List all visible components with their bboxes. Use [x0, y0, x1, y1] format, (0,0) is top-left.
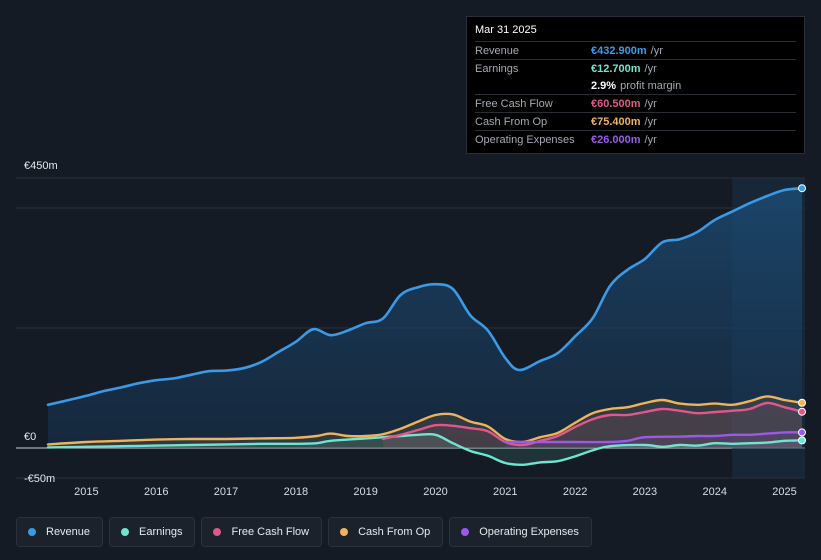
tooltip-rows: Revenue €432.900m/yr Earnings €12.700m/yr 2.… [475, 41, 796, 148]
x-tick-label: 2022 [563, 486, 587, 498]
series-line-free-cash-flow [381, 401, 804, 447]
series-end-marker [798, 407, 806, 416]
tooltip-row-value: 2.9% [591, 79, 617, 92]
series-area-revenue [48, 188, 802, 448]
tooltip-row-label: Revenue [475, 44, 520, 57]
tooltip-panel: Mar 31 2025 Revenue €432.900m/yr Earnings €… [466, 16, 805, 154]
legend-dot-icon [213, 528, 222, 536]
legend-label: Free Cash Flow [231, 526, 310, 538]
y-axis-labels: €450m €0 -€50m [24, 160, 58, 485]
series-area-earnings [48, 434, 802, 465]
series-end-marker [798, 184, 806, 193]
tooltip-row-value: €75.400m [591, 115, 641, 128]
tooltip-row-value: €60.500m [591, 97, 641, 110]
y-tick-label: €0 [24, 431, 36, 443]
x-tick-label: 2016 [144, 486, 168, 498]
tooltip-row-label: Earnings [475, 62, 519, 75]
tooltip-row: Revenue €432.900m/yr [475, 41, 796, 59]
x-tick-label: 2024 [702, 486, 726, 498]
legend-dot-icon [121, 528, 130, 536]
tooltip-row-unit: /yr [644, 133, 657, 146]
series-line-revenue [46, 186, 804, 407]
tooltip-row-unit: /yr [644, 62, 657, 75]
legend-dot-icon [461, 528, 470, 536]
legend-dot-icon [340, 528, 349, 536]
series-end-marker [798, 398, 806, 407]
tooltip-row: Operating Expenses €26.000m/yr [475, 130, 796, 148]
x-tick-label: 2021 [493, 486, 517, 498]
tooltip-row: 2.9% profit margin [475, 77, 796, 94]
legend-label: Cash From Op [358, 526, 431, 538]
x-tick-label: 2018 [284, 486, 308, 498]
tooltip-row-unit: profit margin [620, 79, 682, 92]
x-tick-label: 2019 [353, 486, 377, 498]
tooltip-row-label: Free Cash Flow [475, 97, 553, 110]
x-tick-label: 2025 [772, 486, 796, 498]
tooltip-row: Cash From Op €75.400m/yr [475, 112, 796, 130]
x-tick-label: 2023 [633, 486, 657, 498]
legend-item-cash-from-op[interactable]: Cash From Op [328, 517, 444, 547]
series-end-markers [798, 184, 806, 445]
legend-label: Revenue [46, 526, 91, 538]
legend-label: Operating Expenses [479, 526, 579, 538]
legend-item-earnings[interactable]: Earnings [109, 517, 196, 547]
series-line-cash-from-op [46, 395, 804, 446]
legend-item-revenue[interactable]: Revenue [16, 517, 104, 547]
legend-item-operating-expenses[interactable]: Operating Expenses [449, 517, 592, 547]
tooltip-row: Free Cash Flow €60.500m/yr [475, 94, 796, 112]
x-tick-label: 2017 [214, 486, 238, 498]
x-tick-label: 2020 [423, 486, 447, 498]
x-tick-label: 2015 [74, 486, 98, 498]
tooltip-row-unit: /yr [644, 97, 657, 110]
y-tick-label: -€50m [24, 473, 55, 485]
legend-label: Earnings [139, 526, 183, 538]
tooltip-row-label: Cash From Op [475, 115, 548, 128]
series-areas [48, 188, 802, 465]
series-end-marker [798, 428, 806, 437]
series-line-operating-expenses [504, 431, 804, 444]
tooltip-row-unit: /yr [650, 44, 663, 57]
legend-dot-icon [28, 528, 36, 536]
tooltip-row-value: €12.700m [591, 62, 641, 75]
tooltip-row-unit: /yr [644, 115, 657, 128]
legend-item-free-cash-flow[interactable]: Free Cash Flow [201, 517, 323, 547]
series-end-marker [798, 436, 806, 445]
y-tick-label: €450m [24, 160, 58, 172]
tooltip-row-value: €432.900m [591, 44, 647, 57]
series-line-earnings [46, 432, 804, 467]
tooltip-row-value: €26.000m [591, 133, 641, 146]
x-axis-labels: 2015 2016 2017 2018 2019 2020 2021 2022 2023 2024… [74, 486, 797, 498]
tooltip-row: Earnings €12.700m/yr [475, 59, 796, 77]
tooltip-row-label: Operating Expenses [475, 133, 575, 146]
series-lines [46, 186, 804, 467]
tooltip-date: Mar 31 2025 [475, 24, 537, 36]
legend: Revenue Earnings Free Cash Flow Cash From O… [16, 517, 592, 547]
